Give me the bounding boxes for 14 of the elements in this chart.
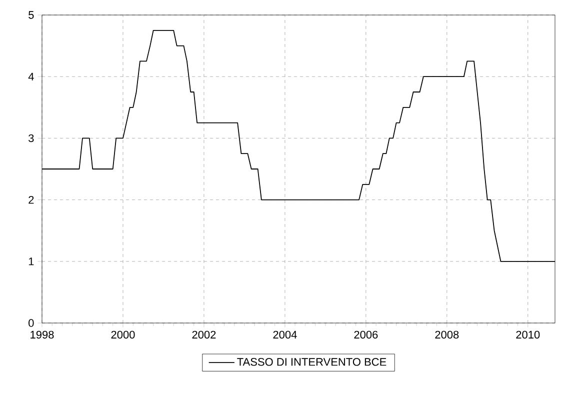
y-tick-label: 0 — [28, 319, 34, 327]
x-tick-label: 2006 — [354, 330, 378, 339]
y-tick-label: 2 — [28, 196, 34, 204]
x-tick-label: 2002 — [192, 330, 216, 339]
x-tick-label: 1998 — [30, 330, 54, 339]
y-tick-label: 4 — [28, 72, 34, 80]
y-tick-label: 5 — [28, 11, 34, 19]
x-tick-label: 2000 — [111, 330, 135, 339]
x-tick-label: 2010 — [516, 330, 540, 339]
legend-label: TASSO DI INTERVENTO BCE — [237, 358, 386, 366]
y-tick-label: 3 — [28, 134, 34, 142]
x-tick-label: 2004 — [273, 330, 297, 339]
x-tick-label: 2008 — [435, 330, 459, 339]
y-tick-label: 1 — [28, 258, 34, 266]
